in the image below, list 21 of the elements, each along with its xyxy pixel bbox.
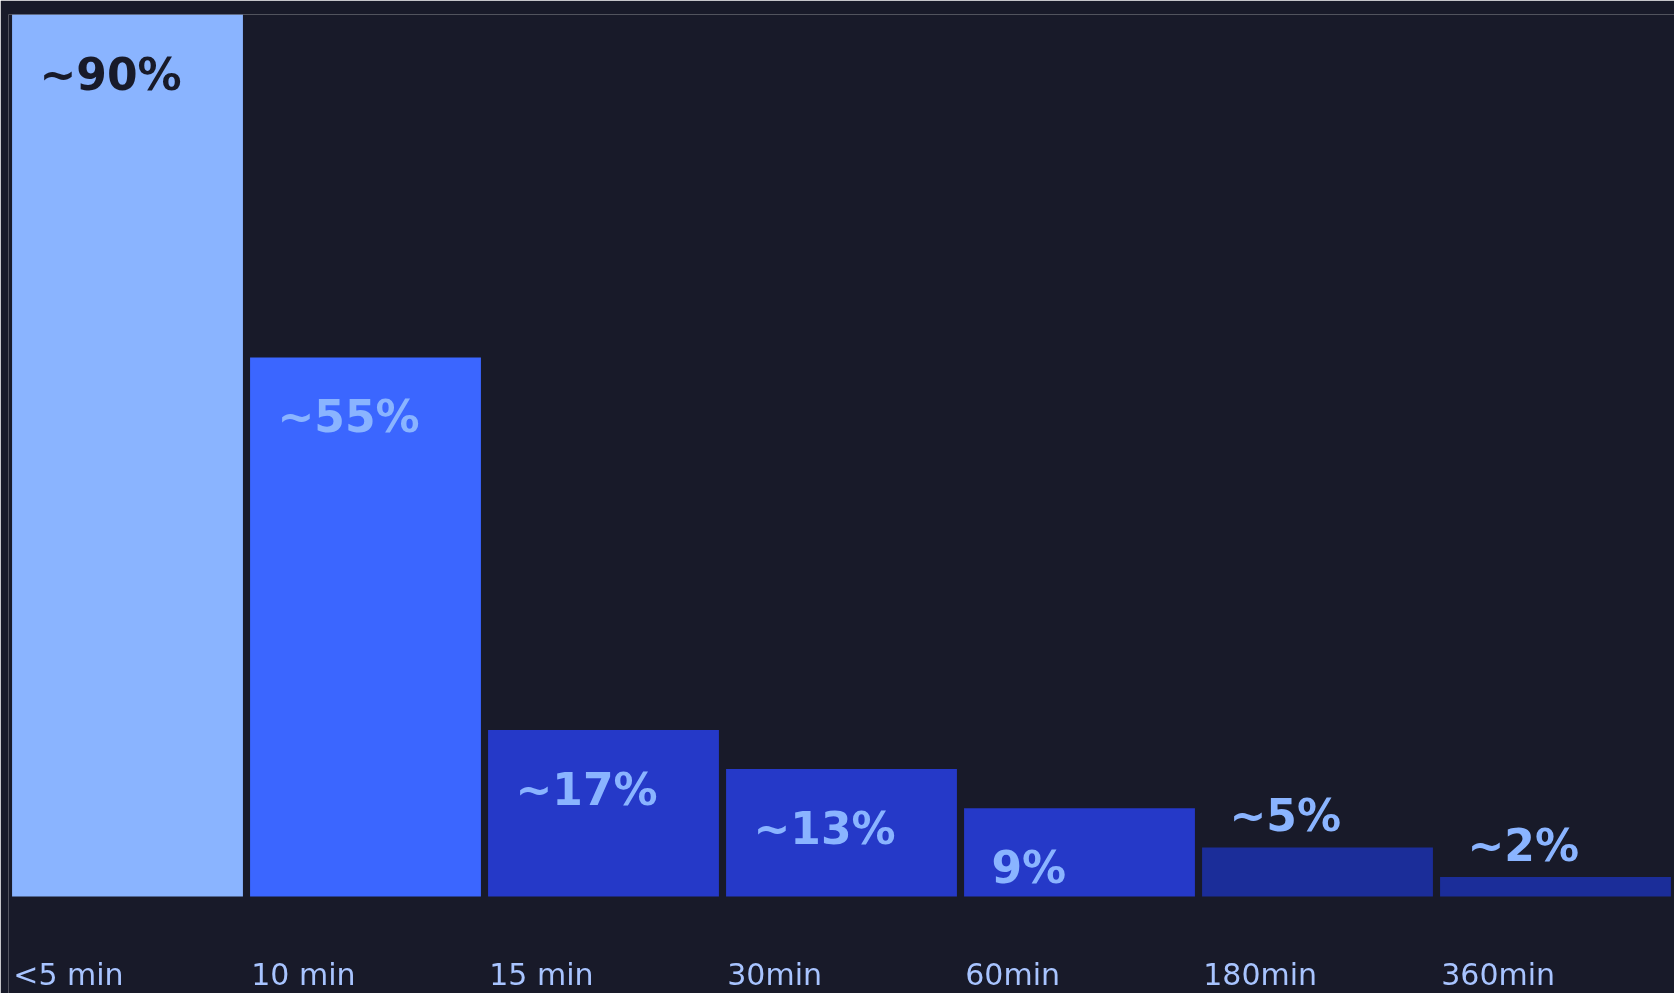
bar [250,357,481,897]
x-tick-label: 30min [727,956,823,992]
bar [1202,847,1433,897]
data-label: ~55% [277,391,420,443]
data-label: ~13% [753,803,896,855]
data-label: ~17% [515,763,658,815]
bar [488,729,719,897]
data-label: ~90% [39,48,182,100]
data-label: 9% [991,842,1067,894]
bar [726,769,957,897]
x-tick-label: 180min [1203,956,1318,992]
data-label: ~2% [1467,819,1580,871]
x-tick-label: 360min [1441,956,1556,992]
x-tick-label: 15 min [489,956,594,992]
bar [1440,876,1671,897]
data-label: ~5% [1229,790,1342,842]
x-tick-label: <5 min [13,956,124,992]
bar [12,14,243,897]
x-tick-label: 60min [965,956,1061,992]
x-tick-label: 10 min [251,956,356,992]
bar [964,808,1195,897]
